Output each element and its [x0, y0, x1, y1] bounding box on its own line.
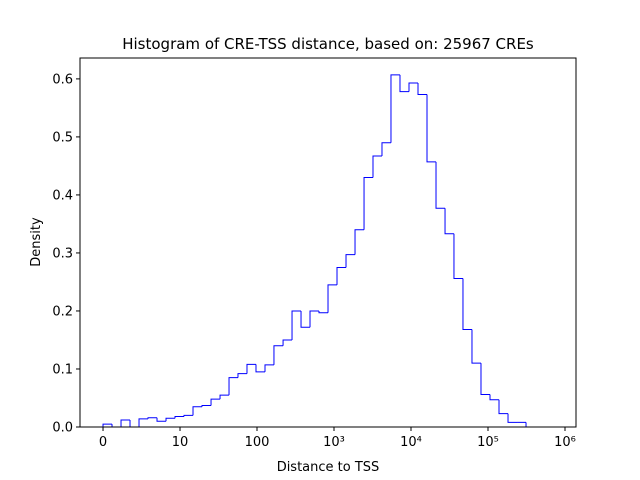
histogram-step: [471, 329, 481, 364]
histogram-step: [237, 373, 247, 378]
histogram-step: [426, 94, 437, 163]
x-tick-label: 10⁶: [554, 435, 576, 450]
histogram-step: [345, 254, 356, 268]
histogram-step: [525, 422, 536, 428]
histogram-step: [246, 363, 256, 374]
histogram-step: [273, 345, 284, 365]
histogram-step: [444, 208, 454, 235]
histogram-step: [147, 417, 158, 419]
x-tick-label: 10: [172, 435, 189, 450]
histogram-step: [156, 417, 167, 422]
histogram-step: [327, 284, 338, 313]
x-tick-label: 10⁴: [400, 435, 422, 450]
x-axis-label: Distance to TSS: [277, 460, 380, 475]
y-tick-label: 0.0: [52, 421, 73, 436]
histogram-step: [507, 413, 518, 423]
histogram-step: [129, 420, 140, 428]
histogram-step: [192, 406, 203, 416]
histogram-step: [498, 399, 509, 415]
histogram-step: [183, 414, 194, 417]
histogram-step: [120, 419, 131, 427]
x-tick-label: 10⁵: [477, 435, 499, 450]
plot-frame: [79, 57, 577, 428]
y-tick-label: 0.2: [52, 304, 73, 319]
y-tick-label: 0.3: [52, 246, 73, 261]
histogram-step: [138, 418, 149, 427]
y-tick-label: 0.4: [52, 188, 73, 203]
histogram-step: [408, 82, 419, 92]
histogram-step: [201, 405, 212, 407]
histogram-step: [255, 364, 266, 373]
histogram-step: [489, 394, 500, 401]
histogram-step: [372, 155, 382, 178]
histogram-step: [309, 310, 319, 328]
y-tick-label: 0.1: [52, 362, 73, 377]
histogram-step: [219, 394, 230, 400]
x-tick-label: 10³: [323, 435, 345, 450]
histogram-step: [102, 423, 113, 427]
histogram-step: [363, 177, 373, 230]
histogram-step: [228, 377, 238, 396]
histogram-step: [462, 278, 472, 331]
histogram-step: [390, 74, 400, 143]
y-tick-label: 0.6: [52, 72, 73, 87]
histogram-step: [165, 417, 176, 422]
histogram-step: [417, 82, 428, 96]
histogram-step: [435, 161, 446, 209]
chart-title: Histogram of CRE-TSS distance, based on:…: [122, 35, 534, 53]
histogram-step: [453, 233, 463, 279]
y-tick-label: 0.5: [52, 130, 73, 145]
histogram-step: [264, 364, 274, 372]
histogram-step: [381, 142, 391, 157]
histogram-step: [354, 229, 365, 255]
histogram-step: [336, 266, 347, 285]
histogram-step: [210, 398, 221, 406]
histogram-step: [282, 339, 293, 346]
x-tick-label: 0: [99, 435, 107, 450]
y-axis-label: Density: [29, 217, 44, 267]
histogram-step: [174, 416, 185, 419]
histogram-step: [291, 310, 302, 340]
histogram-step: [300, 310, 311, 328]
histogram-step: [480, 363, 491, 396]
x-tick-label: 100: [245, 435, 270, 450]
histogram-step: [318, 310, 329, 314]
histogram-step: [399, 74, 409, 93]
